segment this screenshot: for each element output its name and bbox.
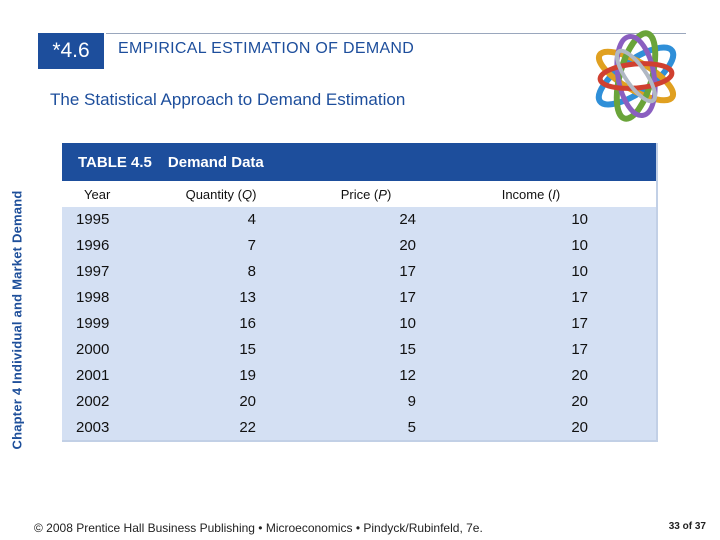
cell-year: 1997 — [76, 263, 110, 281]
cell-quantity: 22 — [239, 418, 256, 436]
table-row: 2001 19 12 20 — [62, 362, 656, 388]
table-row: 1998 13 17 17 — [62, 285, 656, 311]
cell-quantity: 13 — [239, 289, 256, 307]
cell-income: 17 — [571, 315, 588, 332]
cell-price: 24 — [399, 211, 416, 229]
cell-income: 10 — [571, 211, 588, 229]
cell-price: 5 — [407, 418, 416, 436]
cell-price: 10 — [399, 315, 416, 332]
cell-year: 1995 — [76, 211, 110, 229]
cell-quantity: 16 — [239, 315, 256, 332]
table-row: 2003 22 5 20 — [62, 414, 656, 440]
cell-year: 2002 — [76, 392, 110, 410]
cell-quantity: 15 — [239, 340, 256, 358]
table-caption: TABLE 4.5 Demand Data — [62, 143, 656, 181]
table-row: 1995 4 24 10 — [62, 207, 656, 233]
cell-income: 20 — [571, 392, 588, 410]
cell-year: 1998 — [76, 289, 110, 307]
cell-quantity: 19 — [239, 366, 256, 384]
demand-data-table: TABLE 4.5 Demand Data Year Quantity (Q) … — [62, 143, 658, 442]
cell-price: 15 — [399, 340, 416, 358]
cell-price: 20 — [399, 237, 416, 255]
header-price: Price (P) — [340, 186, 392, 202]
table-row: 1999 16 10 17 — [62, 311, 656, 337]
chapter-side-label: Chapter 4 Individual and Market Demand — [0, 0, 34, 540]
header-income: Income (I) — [501, 186, 561, 202]
cell-price: 12 — [399, 366, 416, 384]
cell-price: 17 — [399, 289, 416, 307]
table-header-row: Year Quantity (Q) Price (P) Income (I) — [62, 181, 656, 207]
cell-year: 2001 — [76, 366, 110, 384]
copyright-footer: © 2008 Prentice Hall Business Publishing… — [34, 521, 483, 535]
header-year: Year — [84, 186, 111, 202]
interlocking-rings-icon — [595, 30, 677, 122]
cell-year: 2003 — [76, 418, 110, 436]
table-title: Demand Data — [167, 153, 264, 171]
cell-price: 17 — [399, 263, 416, 281]
header-quantity: Quantity (Q) — [185, 186, 257, 202]
table-number: TABLE 4.5 — [78, 153, 152, 171]
cell-quantity: 4 — [247, 211, 256, 229]
cell-quantity: 7 — [247, 237, 256, 255]
cell-year: 1999 — [76, 315, 110, 332]
cell-income: 17 — [571, 289, 588, 307]
cell-income: 17 — [571, 340, 588, 358]
table-row: 2000 15 15 17 — [62, 336, 656, 362]
page-of: of — [682, 521, 693, 532]
page-number: 33 of 37 — [669, 521, 706, 532]
slide-subtitle: The Statistical Approach to Demand Estim… — [50, 90, 406, 109]
cell-income: 10 — [571, 237, 588, 255]
cell-income: 20 — [571, 418, 588, 436]
page-total: 37 — [694, 521, 706, 532]
header-divider — [106, 33, 686, 34]
cell-year: 1996 — [76, 237, 110, 255]
cell-price: 9 — [407, 392, 416, 410]
section-number-badge: *4.6 — [38, 33, 104, 69]
cell-income: 10 — [571, 263, 588, 281]
table-row: 1997 8 17 10 — [62, 259, 656, 285]
section-title: EMPIRICAL ESTIMATION OF DEMAND — [118, 40, 415, 57]
cell-quantity: 20 — [239, 392, 256, 410]
cell-quantity: 8 — [247, 263, 256, 281]
table-row: 2002 20 9 20 — [62, 388, 656, 414]
cell-income: 20 — [571, 366, 588, 384]
cell-year: 2000 — [76, 340, 110, 358]
chapter-side-label-text: Chapter 4 Individual and Market Demand — [9, 190, 25, 450]
page-current: 33 — [668, 521, 680, 532]
table-row: 1996 7 20 10 — [62, 233, 656, 259]
